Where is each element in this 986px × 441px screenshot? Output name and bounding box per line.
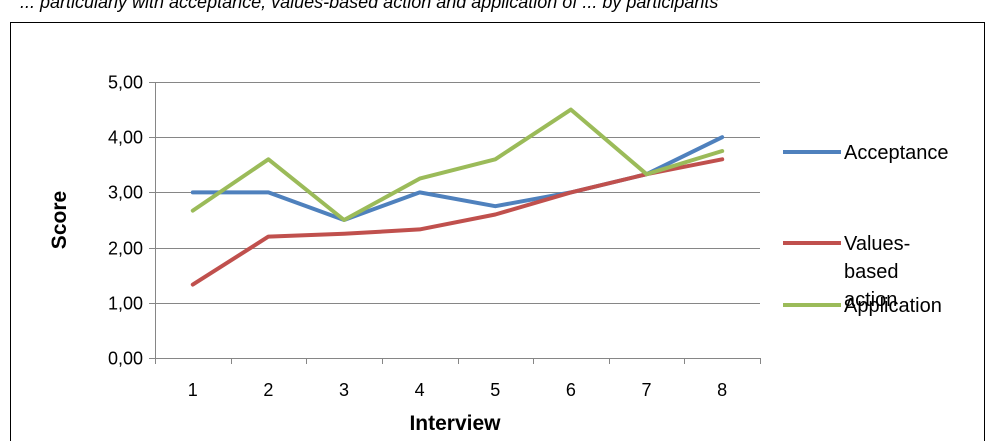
series-lines <box>190 107 725 287</box>
y-tick-labels: 0,00 1,00 2,00 3,00 4,00 5,00 <box>108 73 143 369</box>
x-tick-label: 6 <box>566 380 576 400</box>
x-tick-label: 4 <box>415 380 425 400</box>
legend-label-application: Application <box>844 295 942 317</box>
caption-text: ... particularly with acceptance, values… <box>20 0 718 12</box>
x-tick-label: 8 <box>717 380 727 400</box>
x-tick-labels: 1 2 3 4 5 6 7 8 <box>188 380 727 400</box>
legend-label-acceptance: Acceptance <box>844 142 949 164</box>
x-tick-label: 1 <box>188 380 198 400</box>
y-tick-label: 1,00 <box>108 294 143 314</box>
y-tick-label: 3,00 <box>108 183 143 203</box>
y-axis-title: Score <box>48 191 71 249</box>
y-tick-label: 4,00 <box>108 128 143 148</box>
x-axis-title: Interview <box>409 412 501 435</box>
x-tick-label: 3 <box>339 380 349 400</box>
legend-label-values-based-action: action <box>844 289 897 311</box>
legend-label-values-based-action: based <box>844 261 899 283</box>
x-tick-label: 7 <box>642 380 652 400</box>
x-tick-label: 2 <box>263 380 273 400</box>
x-tick-label: 5 <box>490 380 500 400</box>
y-tick-label: 2,00 <box>108 239 143 259</box>
chart-frame <box>10 22 985 441</box>
series-line-application <box>190 107 725 222</box>
series-line-acceptance <box>190 135 725 222</box>
legend-label-values-based-action: Values- <box>844 233 910 255</box>
series-line-values-based-action <box>190 157 725 287</box>
y-tick-label: 0,00 <box>108 349 143 369</box>
y-tick-label: 5,00 <box>108 73 143 93</box>
axes <box>149 82 761 364</box>
